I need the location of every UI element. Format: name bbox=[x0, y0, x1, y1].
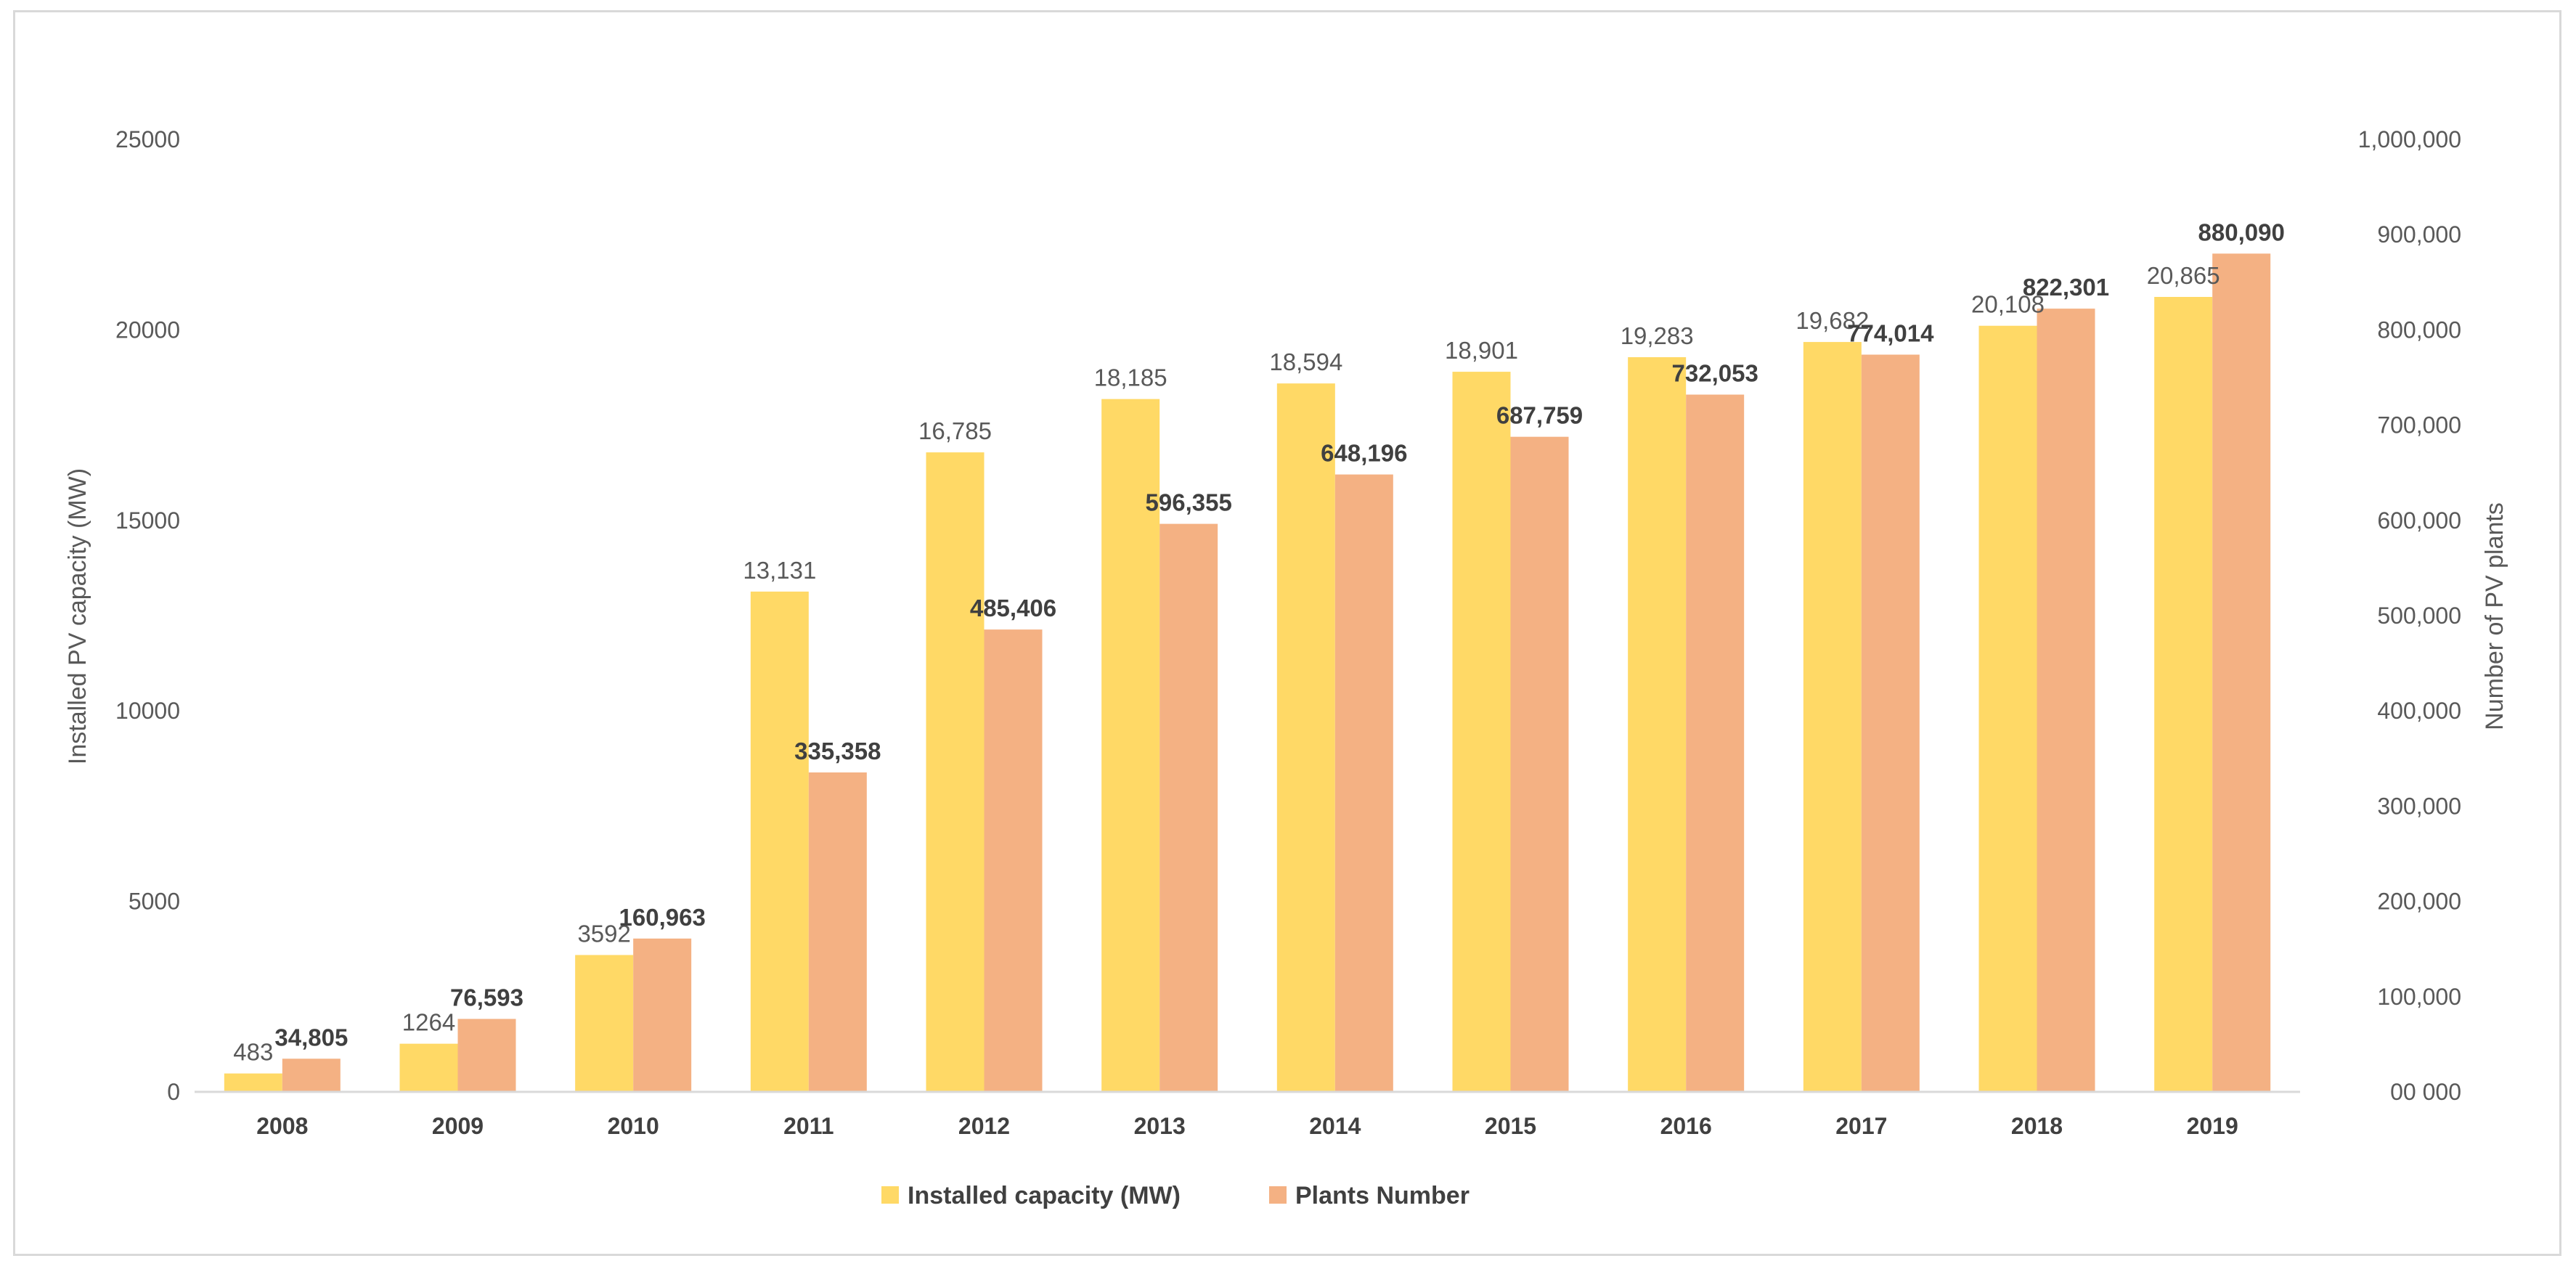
data-label-installed-capacity: 13,131 bbox=[743, 557, 816, 584]
data-label-plants-number: 880,090 bbox=[2198, 219, 2285, 245]
data-label-installed-capacity: 18,594 bbox=[1269, 348, 1342, 375]
data-label-installed-capacity: 16,785 bbox=[918, 417, 992, 444]
right-tick-label: 900,000 bbox=[2377, 221, 2461, 248]
left-tick-label: 15000 bbox=[115, 507, 180, 534]
x-tick-label: 2015 bbox=[1485, 1113, 1536, 1139]
x-tick-label: 2012 bbox=[958, 1113, 1010, 1139]
right-axis-ticks: 00 000 100,000 200,000 300,000 400,000 500,00… bbox=[2358, 126, 2461, 1105]
x-tick-label: 2018 bbox=[2011, 1113, 2063, 1139]
left-tick-label: 5000 bbox=[129, 889, 180, 915]
x-tick-label: 2014 bbox=[1309, 1113, 1361, 1139]
x-tick-label: 2008 bbox=[256, 1113, 308, 1139]
right-tick-label: 700,000 bbox=[2377, 412, 2461, 438]
right-tick-label: 00 000 bbox=[2390, 1079, 2461, 1105]
data-label-plants-number: 732,053 bbox=[1672, 360, 1758, 387]
x-axis-ticks: 2008 2009 2010 2011 2012 2013 2014 2015 2016 2017… bbox=[256, 1113, 2238, 1139]
bar-plants-number bbox=[1510, 436, 1569, 1092]
bar-plants-number bbox=[2212, 253, 2271, 1093]
data-label-installed-capacity: 19,682 bbox=[1796, 307, 1869, 334]
data-label-installed-capacity: 19,283 bbox=[1621, 322, 1694, 349]
bar-installed-capacity bbox=[1803, 342, 1862, 1093]
bar-plants-number bbox=[808, 772, 867, 1092]
data-label-plants-number: 335,358 bbox=[794, 738, 881, 764]
bars bbox=[224, 253, 2271, 1093]
x-tick-label: 2009 bbox=[432, 1113, 484, 1139]
bar-installed-capacity bbox=[224, 1073, 282, 1092]
bar-plants-number bbox=[1686, 394, 1745, 1092]
right-tick-label: 1,000,000 bbox=[2358, 126, 2461, 152]
right-tick-label: 400,000 bbox=[2377, 698, 2461, 724]
data-label-installed-capacity: 483 bbox=[233, 1039, 273, 1066]
left-axis-ticks: 0 5000 10000 15000 20000 25000 bbox=[115, 126, 180, 1105]
left-tick-label: 25000 bbox=[115, 126, 180, 152]
legend-label-plants-number: Plants Number bbox=[1295, 1182, 1470, 1209]
data-label-installed-capacity: 3592 bbox=[577, 920, 630, 947]
bar-installed-capacity bbox=[399, 1043, 458, 1092]
bar-plants-number bbox=[1159, 523, 1218, 1092]
left-axis-title: Installed PV capacity (MW) bbox=[64, 468, 91, 764]
bar-installed-capacity bbox=[575, 955, 634, 1092]
right-tick-label: 500,000 bbox=[2377, 603, 2461, 629]
bar-plants-number bbox=[1861, 354, 1920, 1092]
data-label-installed-capacity: 1264 bbox=[402, 1009, 455, 1036]
bar-installed-capacity bbox=[1276, 383, 1335, 1092]
right-tick-label: 600,000 bbox=[2377, 507, 2461, 534]
data-label-plants-number: 822,301 bbox=[2023, 274, 2109, 301]
data-label-installed-capacity: 18,901 bbox=[1445, 337, 1518, 364]
left-tick-label: 0 bbox=[167, 1079, 180, 1105]
bar-installed-capacity bbox=[1101, 399, 1160, 1092]
right-tick-label: 100,000 bbox=[2377, 984, 2461, 1010]
legend-swatch-plants-number bbox=[1269, 1186, 1287, 1204]
legend: Installed capacity (MW) Plants Number bbox=[881, 1182, 1470, 1209]
data-label-installed-capacity: 20,865 bbox=[2147, 262, 2220, 289]
x-tick-label: 2010 bbox=[608, 1113, 659, 1139]
bar-installed-capacity bbox=[1452, 372, 1511, 1092]
left-tick-label: 10000 bbox=[115, 698, 180, 724]
bar-installed-capacity bbox=[1628, 357, 1687, 1092]
bar-plants-number bbox=[1334, 474, 1393, 1092]
data-label-plants-number: 34,805 bbox=[274, 1024, 348, 1050]
legend-label-installed-capacity: Installed capacity (MW) bbox=[908, 1182, 1181, 1209]
bar-installed-capacity bbox=[926, 452, 985, 1092]
bar-plants-number bbox=[984, 629, 1043, 1092]
bar-installed-capacity bbox=[1978, 325, 2037, 1092]
right-tick-label: 300,000 bbox=[2377, 793, 2461, 819]
data-label-plants-number: 648,196 bbox=[1321, 440, 1407, 467]
x-tick-label: 2019 bbox=[2187, 1113, 2238, 1139]
x-tick-label: 2016 bbox=[1660, 1113, 1712, 1139]
data-label-installed-capacity: 18,185 bbox=[1094, 364, 1167, 391]
x-tick-label: 2017 bbox=[1835, 1113, 1887, 1139]
data-label-plants-number: 774,014 bbox=[1847, 319, 1934, 346]
x-tick-label: 2013 bbox=[1134, 1113, 1186, 1139]
data-label-plants-number: 596,355 bbox=[1146, 489, 1232, 516]
right-tick-label: 200,000 bbox=[2377, 889, 2461, 915]
bar-plants-number bbox=[282, 1058, 341, 1092]
data-label-installed-capacity: 20,108 bbox=[1971, 291, 2045, 318]
data-label-plants-number: 76,593 bbox=[450, 984, 523, 1011]
legend-swatch-installed-capacity bbox=[881, 1186, 899, 1204]
left-tick-label: 20000 bbox=[115, 317, 180, 343]
right-tick-label: 800,000 bbox=[2377, 317, 2461, 343]
bar-plants-number bbox=[2037, 309, 2095, 1092]
bar-installed-capacity bbox=[750, 591, 809, 1092]
bar-plants-number bbox=[633, 938, 692, 1092]
bar-plants-number bbox=[457, 1019, 516, 1092]
bar-installed-capacity bbox=[2154, 297, 2213, 1093]
data-label-plants-number: 687,759 bbox=[1496, 402, 1583, 429]
x-tick-label: 2011 bbox=[783, 1113, 833, 1139]
right-axis-title: Number of PV plants bbox=[2481, 502, 2508, 730]
data-label-plants-number: 160,963 bbox=[619, 904, 706, 931]
data-label-plants-number: 485,406 bbox=[970, 595, 1056, 621]
